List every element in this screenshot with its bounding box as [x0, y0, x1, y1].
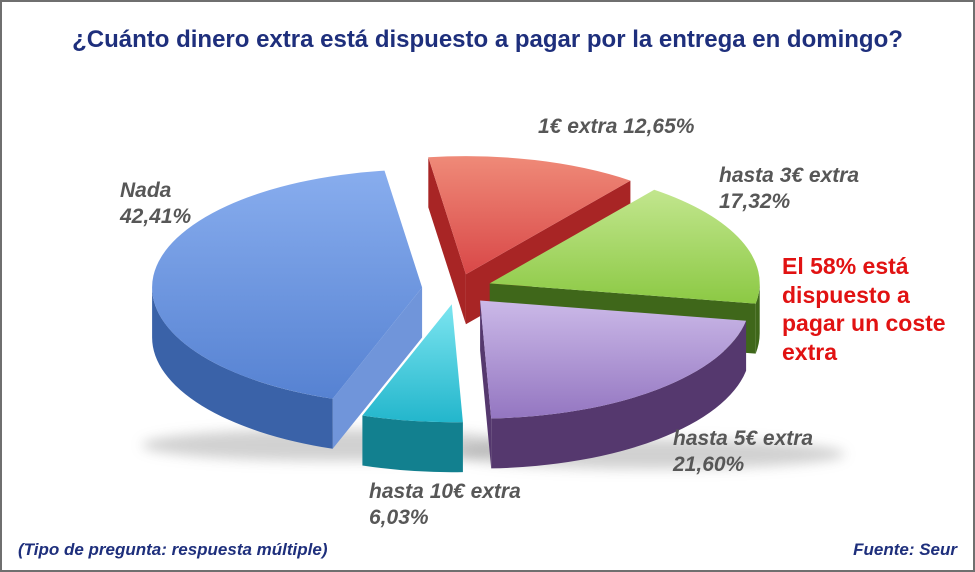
pie-slice-2 — [480, 300, 747, 469]
pie-slice-3 — [362, 304, 463, 473]
chart-title: ¿Cuánto dinero extra está dispuesto a pa… — [72, 26, 903, 53]
slice-cut-wall — [480, 300, 492, 469]
slice-top-face — [480, 300, 747, 419]
slice-cut-wall — [428, 157, 466, 325]
slice-arc-wall — [362, 415, 463, 473]
slice-top-face — [489, 189, 760, 304]
slice-top-face — [362, 304, 463, 423]
slice-arc-wall — [152, 287, 333, 449]
footer-source: Fuente: Seur — [853, 540, 957, 559]
slice-arc-wall — [491, 320, 747, 469]
slice-top-face — [428, 156, 631, 275]
slice-arc-wall — [755, 283, 760, 354]
pie-slice-4 — [152, 170, 423, 449]
footer-question-type: (Tipo de pregunta: respuesta múltiple) — [18, 540, 328, 559]
annotation-58-percent: El 58% está dispuesto a pagar un coste e… — [782, 253, 946, 365]
slice-top-face — [152, 170, 423, 399]
slice-cut-wall — [332, 287, 423, 449]
